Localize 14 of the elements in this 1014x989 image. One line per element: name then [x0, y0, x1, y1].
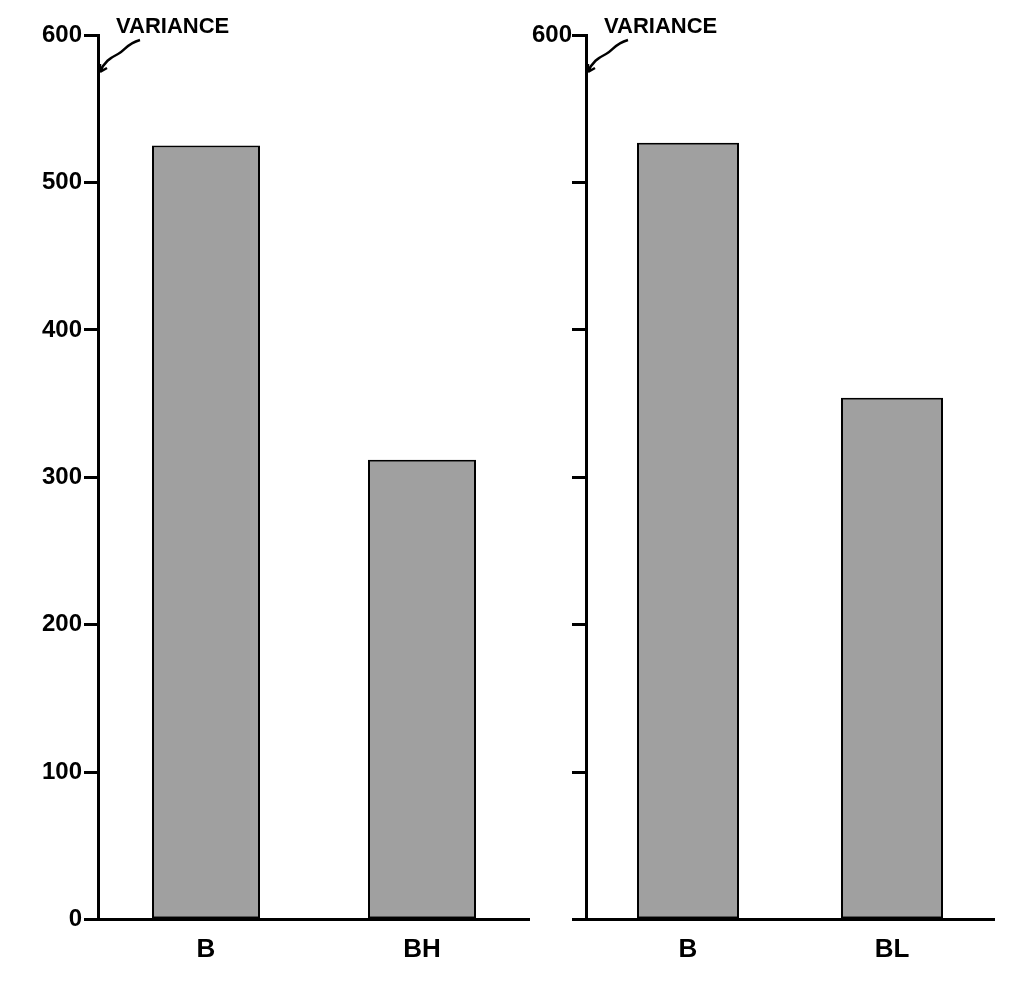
y-tick-label: 0: [68, 904, 82, 932]
y-tick-label: 100: [41, 756, 82, 784]
x-tick-label: BL: [874, 932, 910, 963]
y-tick-label: 600: [41, 19, 82, 47]
text: 600: [531, 19, 572, 47]
x-tick-label: B: [678, 932, 698, 963]
y-axis-title: VARIANCE: [116, 13, 230, 39]
y-tick-label: 400: [41, 314, 82, 342]
y-tick-label: 200: [41, 609, 82, 637]
y-tick-label: 300: [41, 462, 82, 490]
x-tick-label: B: [196, 932, 216, 963]
x-tick-label: BH: [403, 932, 441, 963]
y-tick-label: 500: [41, 167, 82, 195]
y-axis-title: VARIANCE: [604, 13, 718, 39]
